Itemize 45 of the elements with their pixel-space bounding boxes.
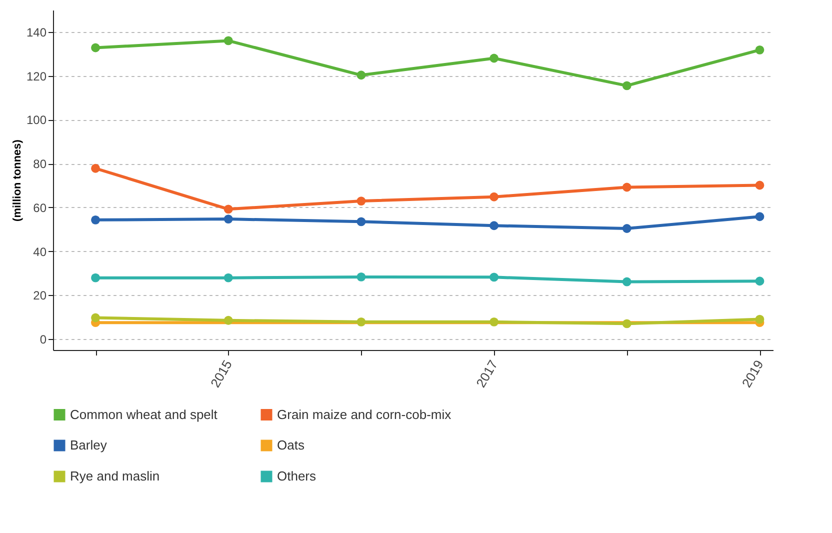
point [356, 70, 366, 80]
y-tick-label: 40 [33, 244, 47, 259]
point [755, 180, 764, 190]
point [622, 182, 632, 192]
point [224, 214, 233, 224]
point [490, 317, 499, 326]
point [356, 217, 366, 226]
point [356, 317, 366, 326]
y-tick-label: 140 [26, 25, 47, 40]
legend-label: Common wheat and spelt [70, 406, 218, 422]
legend-label: Barley [70, 438, 108, 452]
point [224, 316, 233, 325]
y-tick-label: 100 [26, 113, 47, 128]
point [755, 314, 764, 324]
point [622, 277, 632, 286]
point [755, 45, 764, 54]
point [91, 273, 100, 282]
legend-label: Rye and maslin [70, 468, 160, 484]
point [622, 81, 632, 90]
y-tick-label: 120 [26, 69, 47, 84]
point [91, 215, 100, 224]
point [490, 192, 499, 202]
point [622, 319, 632, 328]
point [91, 164, 100, 173]
point [490, 54, 499, 63]
point [91, 43, 100, 52]
point [356, 272, 366, 282]
point [224, 204, 233, 214]
point [224, 273, 233, 282]
legend-label: Others [277, 468, 317, 484]
legend-label: Oats [277, 438, 305, 452]
legend-label: Grain maize and corn-cob-mix [277, 406, 452, 422]
point [622, 224, 632, 233]
point [91, 313, 100, 322]
y-tick-label: 60 [33, 200, 47, 215]
point [755, 212, 764, 222]
y-tick-label: 0 [40, 332, 47, 347]
y-tick-label: 20 [33, 288, 47, 303]
y-axis-title: (million tonnes) [11, 139, 24, 222]
point [356, 196, 366, 206]
point [490, 221, 499, 230]
point [490, 272, 499, 282]
point [755, 276, 764, 286]
point [224, 36, 233, 46]
y-tick-label: 80 [33, 157, 47, 172]
